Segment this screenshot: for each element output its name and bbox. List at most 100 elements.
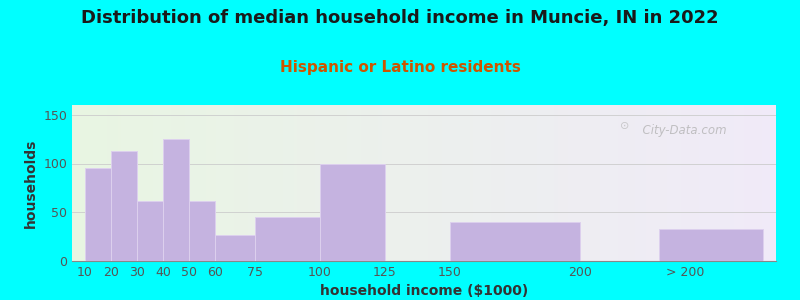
Bar (110, 105, 114, 261)
Bar (720, 105, 723, 261)
Bar (100, 105, 104, 261)
Bar (192, 105, 195, 261)
Bar (417, 105, 421, 261)
Bar (491, 105, 494, 261)
Bar (343, 105, 346, 261)
Bar (741, 105, 744, 261)
Bar (522, 105, 526, 261)
Bar (758, 105, 762, 261)
Bar (329, 105, 333, 261)
Bar (766, 105, 769, 261)
Bar (283, 105, 286, 261)
Bar (653, 105, 656, 261)
Bar (462, 105, 466, 261)
Bar (773, 105, 776, 261)
Bar (638, 105, 642, 261)
Bar (107, 105, 110, 261)
Bar (128, 105, 132, 261)
Bar (286, 105, 290, 261)
Bar (738, 105, 741, 261)
Bar (568, 105, 572, 261)
Bar (202, 105, 206, 261)
Bar (459, 105, 462, 261)
Bar (137, 200, 163, 261)
Bar (660, 105, 663, 261)
Bar (311, 105, 315, 261)
Bar (751, 105, 755, 261)
Bar (547, 105, 550, 261)
Bar (266, 105, 269, 261)
Bar (702, 105, 706, 261)
Bar (368, 105, 371, 261)
Bar (406, 105, 410, 261)
Bar (245, 105, 248, 261)
Bar (691, 105, 695, 261)
Bar (364, 105, 368, 261)
Bar (515, 105, 519, 261)
Bar (713, 105, 716, 261)
Bar (562, 105, 565, 261)
Bar (230, 105, 234, 261)
Bar (301, 105, 304, 261)
Bar (427, 105, 431, 261)
Bar (656, 105, 660, 261)
Bar (706, 105, 709, 261)
Bar (550, 105, 554, 261)
X-axis label: household income ($1000): household income ($1000) (320, 284, 528, 298)
Bar (450, 222, 581, 261)
Bar (470, 105, 474, 261)
Bar (72, 105, 75, 261)
Bar (646, 105, 650, 261)
Bar (403, 105, 406, 261)
Bar (730, 105, 734, 261)
Bar (132, 105, 135, 261)
Bar (663, 105, 667, 261)
Bar (150, 105, 153, 261)
Bar (540, 105, 544, 261)
Bar (603, 105, 607, 261)
Bar (248, 105, 251, 261)
Bar (762, 105, 766, 261)
Bar (512, 105, 515, 261)
Bar (125, 105, 128, 261)
Bar (734, 105, 738, 261)
Bar (142, 105, 146, 261)
Bar (216, 105, 220, 261)
Bar (190, 200, 215, 261)
Bar (421, 105, 424, 261)
Bar (586, 105, 590, 261)
Bar (530, 105, 533, 261)
Bar (558, 105, 562, 261)
Bar (104, 105, 107, 261)
Bar (280, 105, 283, 261)
Bar (79, 105, 82, 261)
Bar (361, 105, 364, 261)
Bar (593, 105, 597, 261)
Bar (174, 105, 178, 261)
Bar (357, 105, 361, 261)
Bar (163, 105, 167, 261)
Bar (241, 105, 245, 261)
Bar (339, 105, 343, 261)
Bar (494, 105, 498, 261)
Bar (748, 105, 751, 261)
Bar (139, 105, 142, 261)
Bar (223, 105, 227, 261)
Bar (181, 105, 185, 261)
Bar (650, 105, 653, 261)
Bar (410, 105, 414, 261)
Bar (452, 105, 456, 261)
Bar (445, 105, 449, 261)
Bar (505, 105, 509, 261)
Bar (251, 105, 255, 261)
Bar (642, 105, 646, 261)
Text: ⊙: ⊙ (620, 121, 630, 130)
Bar (75, 105, 79, 261)
Bar (449, 105, 452, 261)
Bar (565, 105, 568, 261)
Bar (304, 105, 308, 261)
Bar (554, 105, 558, 261)
Bar (206, 105, 210, 261)
Bar (533, 105, 537, 261)
Bar (382, 105, 386, 261)
